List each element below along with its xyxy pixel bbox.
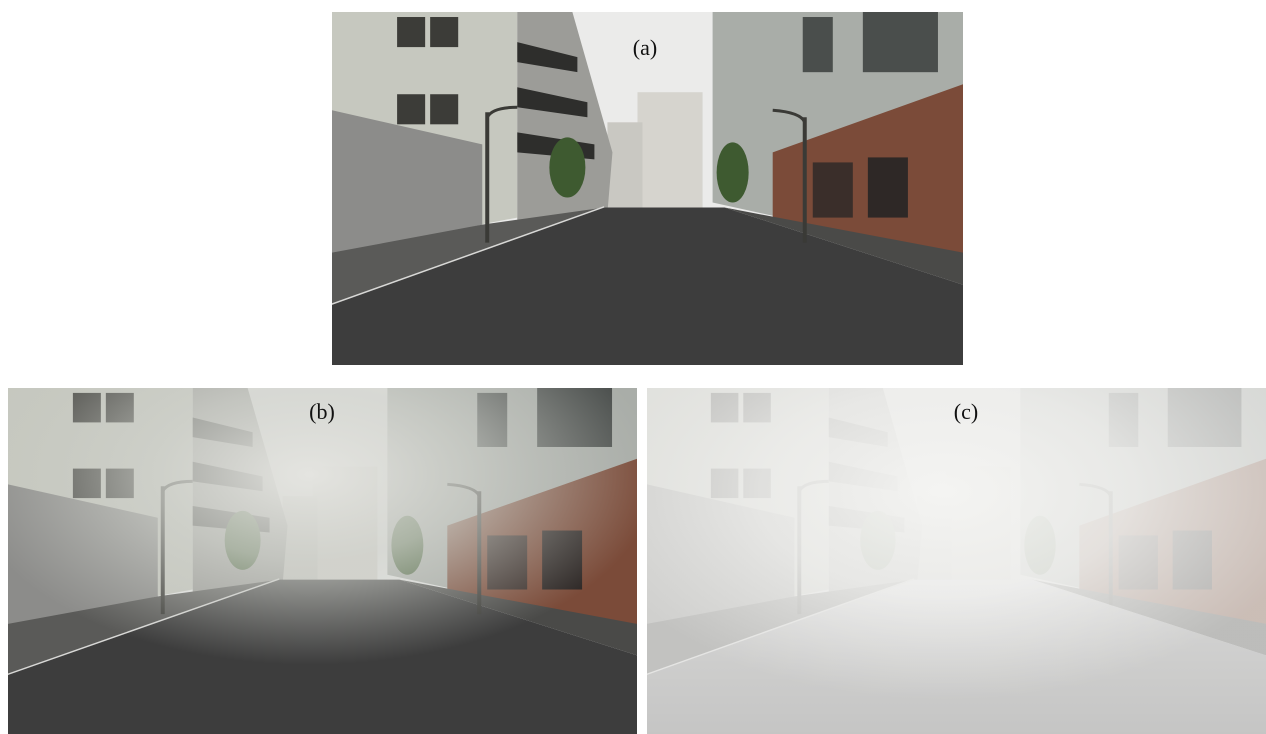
panel-a: (a) <box>332 12 963 365</box>
image-b <box>8 388 637 734</box>
panel-b: (b) <box>8 388 637 734</box>
panel-label: (a) <box>633 35 657 60</box>
panel-c: (c) <box>647 388 1266 734</box>
image-c <box>647 388 1266 734</box>
panel-label: (c) <box>954 399 978 424</box>
panel-label: (b) <box>309 399 335 424</box>
image-a <box>332 12 963 365</box>
